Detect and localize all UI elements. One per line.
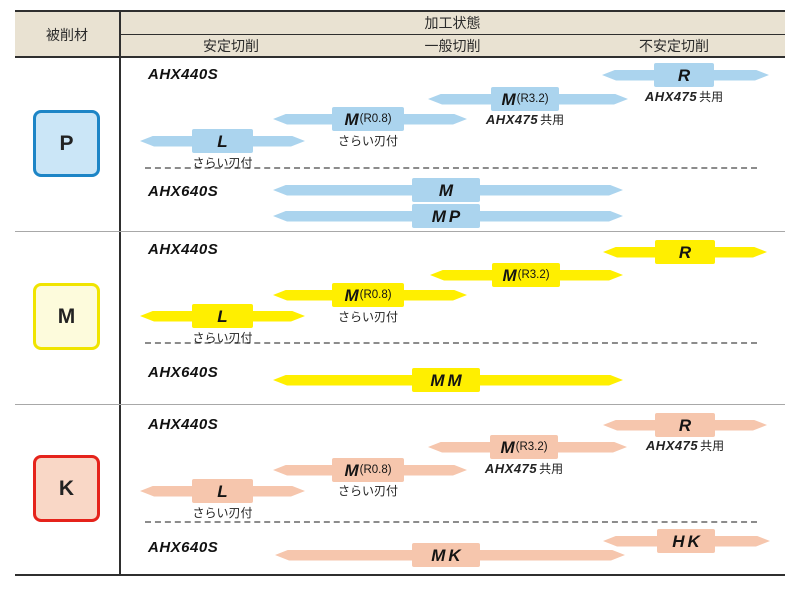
material-box-M: M	[33, 283, 100, 350]
range-bar-label: R	[677, 65, 691, 85]
range-bar-label: M	[438, 180, 454, 200]
range-bar-label: HK	[672, 531, 703, 551]
range-bar-box: M	[412, 178, 480, 202]
range-bar-box: M (R0.8)	[332, 458, 404, 482]
range-bar-label: R	[678, 242, 692, 262]
range-bar-box: HK	[657, 529, 715, 553]
range-bar-box: L	[192, 129, 253, 153]
bar-note: さらい刃付	[337, 310, 398, 324]
column-divider-line	[119, 12, 121, 575]
header-material-label: 被削材	[46, 26, 88, 43]
range-bar-box: M (R3.2)	[490, 435, 558, 459]
range-bar-label: MP	[431, 206, 464, 226]
bar-note: さらい刃付	[337, 134, 398, 148]
range-bar-box: R	[655, 240, 715, 264]
range-bar-label: M	[344, 460, 359, 480]
range-bar-box: M (R3.2)	[492, 263, 560, 287]
series-label-AHX440S: AHX440S	[148, 66, 219, 83]
header-bottom-border	[15, 56, 785, 58]
series-label-AHX440S: AHX440S	[148, 416, 219, 433]
bar-note: AHX475 共用	[645, 438, 725, 454]
bar-note-series-name: AHX475	[485, 112, 539, 127]
range-bar-box: MM	[412, 368, 480, 392]
range-bar-sublabel: (R0.8)	[359, 464, 392, 476]
series-divider-dashed	[145, 167, 757, 169]
range-bar-label: M	[344, 109, 359, 129]
bar-note: さらい刃付	[192, 331, 253, 345]
range-bar-box: M (R3.2)	[491, 87, 559, 111]
range-bar-sublabel: (R3.2)	[515, 441, 548, 453]
material-box-P: P	[33, 110, 100, 177]
range-bar-label: L	[217, 131, 228, 151]
series-label-AHX640S: AHX640S	[148, 364, 219, 381]
bar-note-series-name: AHX475	[644, 89, 698, 104]
range-bar-box: MK	[412, 543, 480, 567]
range-bar-box: M (R0.8)	[332, 107, 404, 131]
range-bar-box: L	[192, 479, 253, 503]
range-bar-box: L	[192, 304, 253, 328]
range-bar-sublabel: (R0.8)	[359, 289, 392, 301]
header-column-unstable-cutting: 不安定切削	[639, 37, 709, 54]
bar-note: さらい刃付	[192, 156, 253, 170]
range-bar-label: MK	[431, 545, 464, 565]
bar-note: AHX475 共用	[485, 112, 565, 128]
range-bar-label: M	[502, 265, 517, 285]
section-divider-line	[15, 231, 785, 232]
header-machining-state-label: 加工状態	[424, 15, 481, 31]
series-label-AHX640S: AHX640S	[148, 539, 219, 556]
bar-note: さらい刃付	[337, 484, 398, 498]
range-bar-label: L	[217, 306, 228, 326]
range-bar-label: R	[678, 415, 692, 435]
bar-note: AHX475 共用	[484, 461, 564, 477]
series-divider-dashed	[145, 342, 757, 344]
series-divider-dashed	[145, 521, 757, 523]
table-bottom-border	[15, 574, 785, 576]
header-column-general-cutting: 一般切削	[424, 37, 481, 54]
bar-note: さらい刃付	[192, 506, 253, 520]
range-bar-label: M	[500, 437, 515, 457]
bar-note-series-name: AHX475	[484, 461, 538, 476]
range-bar-sublabel: (R0.8)	[359, 113, 392, 125]
range-bar-label: M	[501, 89, 516, 109]
range-bar-box: M (R0.8)	[332, 283, 404, 307]
range-bar-box: R	[654, 63, 714, 87]
table-top-border	[15, 10, 785, 12]
series-label-AHX640S: AHX640S	[148, 183, 219, 200]
range-bar-sublabel: (R3.2)	[517, 269, 550, 281]
series-label-AHX440S: AHX440S	[148, 241, 219, 258]
material-box-K: K	[33, 455, 100, 522]
header-subdivider-line	[120, 34, 785, 35]
bar-note: AHX475 共用	[644, 89, 724, 105]
range-bar-box: MP	[412, 204, 480, 228]
range-bar-box: R	[655, 413, 715, 437]
section-divider-line	[15, 404, 785, 405]
range-bar-label: MM	[430, 370, 465, 390]
range-bar-label: L	[217, 481, 228, 501]
range-bar-sublabel: (R3.2)	[516, 93, 549, 105]
bar-note-series-name: AHX475	[645, 438, 699, 453]
range-bar-label: M	[344, 285, 359, 305]
header-column-stable-cutting: 安定切削	[203, 37, 259, 54]
